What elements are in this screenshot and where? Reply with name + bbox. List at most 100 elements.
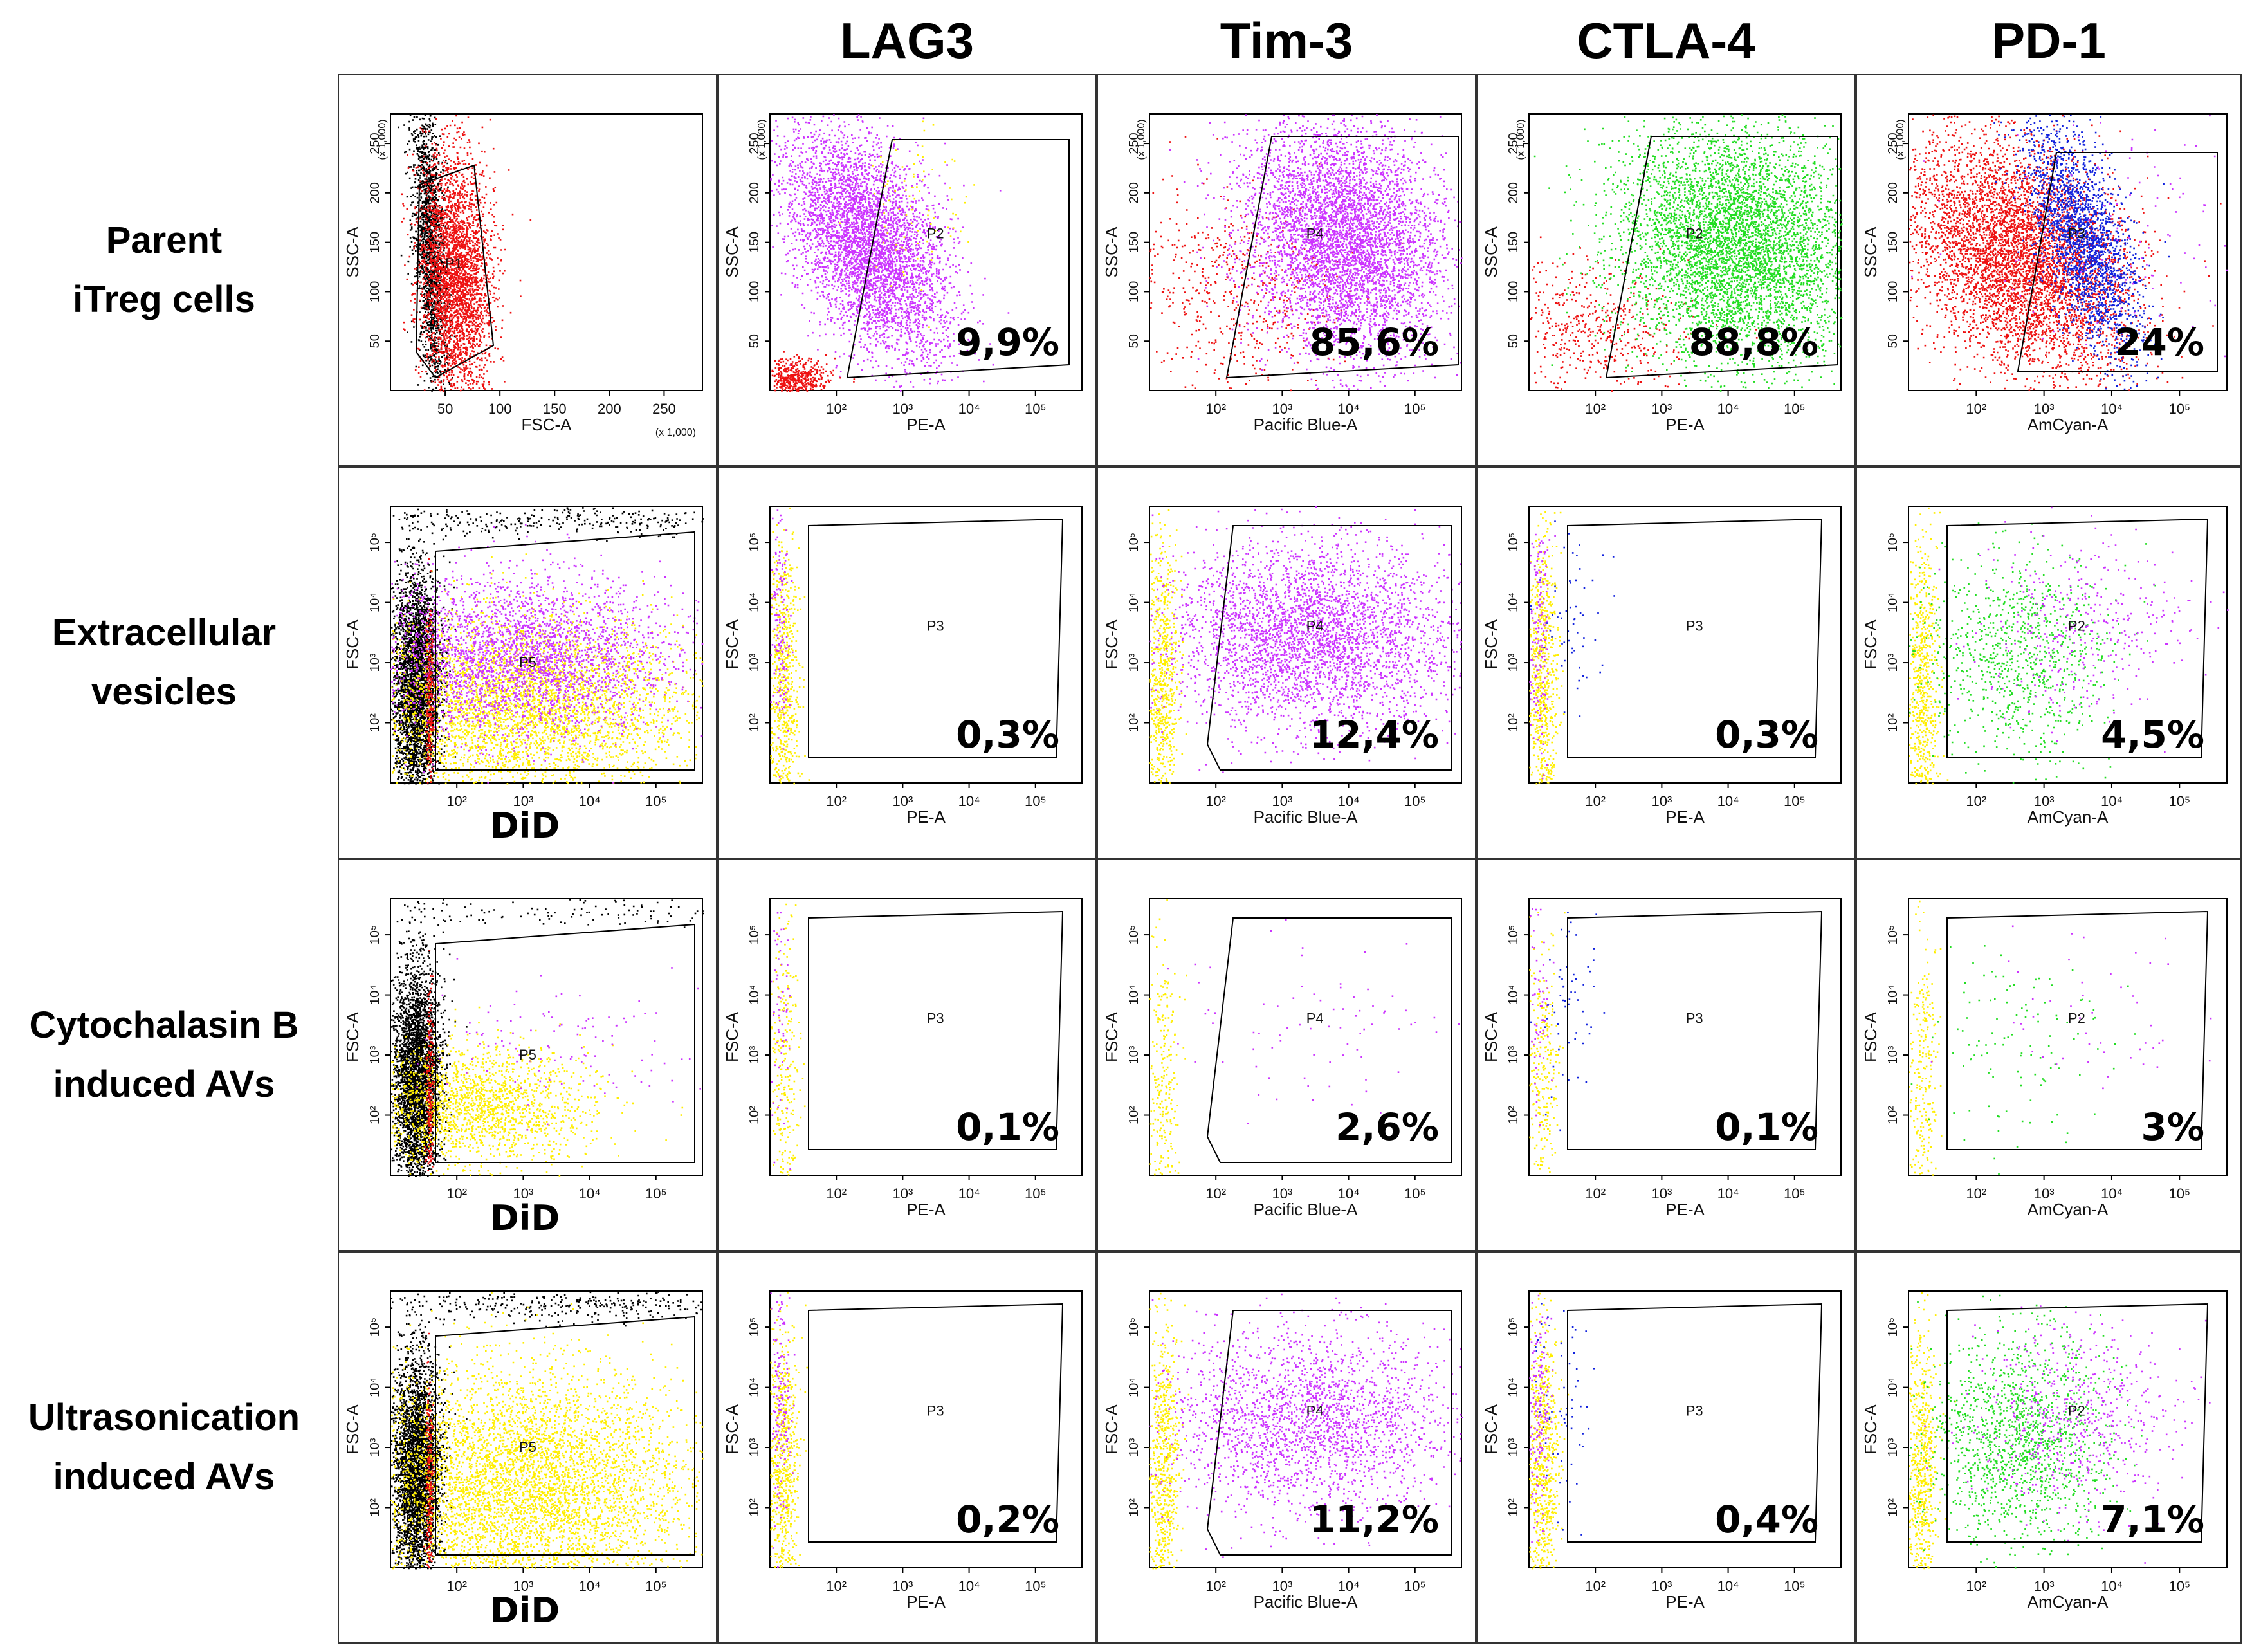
x-axis-label: PE-A	[906, 1592, 946, 1611]
y-tick-label: 10⁴	[1886, 592, 1900, 612]
gate-label: P3	[927, 618, 944, 634]
plot-frame	[1149, 898, 1462, 1176]
x-tick-label: 10²	[1966, 1578, 1986, 1594]
row-label-line: iTreg cells	[73, 279, 255, 320]
gate-polygon	[1946, 518, 2209, 758]
x-tick-label: 10²	[826, 1578, 847, 1594]
event-dots	[1529, 1292, 1595, 1570]
y-axis-label: FSC-A	[722, 619, 742, 670]
plot-frame	[1908, 113, 2228, 391]
y-tick-label: 50	[368, 334, 382, 348]
y-tick-label: 10⁵	[1506, 925, 1521, 945]
event-dots	[1149, 506, 1462, 784]
plot-panel-us-gate: 10² 10³ 10⁴ 10⁵ 10² 10³ 10⁴ 10⁵ FSC-A P5 DiD	[338, 1251, 717, 1644]
y-tick-label: 200	[1506, 182, 1521, 203]
row-label-us: Ultrasonication induced AVs	[0, 1251, 328, 1644]
gate-label: P4	[1306, 226, 1324, 242]
x-tick-label: 10³	[1272, 401, 1292, 417]
gate-polygon	[1206, 525, 1452, 771]
percent-label: 0,1%	[1715, 1105, 1818, 1149]
y-tick-label: 10³	[747, 1438, 762, 1456]
percent-label: 2,6%	[1335, 1105, 1439, 1149]
y-tick-label: 10³	[1886, 1438, 1900, 1456]
x-tick-label: 10⁵	[1025, 793, 1047, 809]
y-axis-label: FSC-A	[1481, 1404, 1501, 1455]
y-tick-label: 50	[1127, 334, 1141, 348]
y-axis-label: FSC-A	[343, 1011, 362, 1062]
x-tick-label: 10³	[1651, 1578, 1672, 1594]
row-label-line: induced AVs	[53, 1063, 275, 1105]
purple-events	[1530, 908, 1555, 1126]
plot-panel-us-lag3: 10² 10³ 10⁴ 10⁵ 10² 10³ 10⁴ 10⁵ PE-A FSC-A P3 0,2%	[717, 1251, 1097, 1644]
y-tick-label: 10⁵	[1886, 925, 1900, 945]
gate-polygon	[1567, 518, 1823, 758]
x-tick-label: 10⁴	[1717, 1578, 1739, 1594]
y-tick-label: 100	[1127, 281, 1141, 302]
row-label-line: Parent	[105, 219, 223, 261]
plot-svg: 10² 10³ 10⁴ 10⁵ 10² 10³ 10⁴ 10⁵ AmCyan-A FSC-A P2 7…	[1861, 1290, 2228, 1611]
gate-label: P4	[1306, 1403, 1324, 1419]
y-axis-label: FSC-A	[1481, 619, 1501, 670]
yellow-events	[1529, 511, 1565, 785]
x-tick-label: 10⁵	[2168, 1186, 2190, 1202]
y-tick-label: 10²	[368, 713, 382, 732]
x-axis-label: Pacific Blue-A	[1254, 1592, 1358, 1611]
y-tick-label: 150	[1506, 232, 1521, 253]
purple-events	[1169, 114, 1463, 390]
x-axis-label: AmCyan-A	[2028, 807, 2109, 827]
y-tick-label: 10³	[1506, 1438, 1521, 1456]
y-axis-label: FSC-A	[1102, 1404, 1121, 1455]
y-tick-label: 100	[1886, 281, 1900, 302]
x-tick-label: 10⁵	[2168, 401, 2190, 417]
x-tick-label: 10³	[892, 793, 913, 809]
y-scale-note: (x 1,000)	[1515, 119, 1526, 160]
column-header-lag3: LAG3	[839, 12, 975, 69]
y-tick-label: 150	[1886, 232, 1900, 253]
y-scale-note: (x 1,000)	[1136, 119, 1147, 160]
plot-panel-cytob-ctla4: 10² 10³ 10⁴ 10⁵ 10² 10³ 10⁴ 10⁵ PE-A FSC-A P3 0,1%	[1476, 859, 1856, 1251]
gate-polygon	[1567, 1303, 1823, 1543]
x-axis-label: PE-A	[906, 807, 946, 827]
x-tick-label: 10⁴	[2101, 793, 2123, 809]
gate-label: P5	[519, 1047, 536, 1063]
y-tick-label: 10⁴	[368, 592, 382, 612]
gate-polygon	[435, 1316, 695, 1556]
percent-label: 11,2%	[1310, 1498, 1439, 1541]
y-axis-label: FSC-A	[1861, 1011, 1880, 1062]
y-tick-label: 250	[1886, 133, 1900, 154]
y-tick-label: 10²	[747, 713, 762, 732]
plot-svg: 10² 10³ 10⁴ 10⁵ 10² 10³ 10⁴ 10⁵ PE-A FSC-A P3 0,1%	[1481, 898, 1842, 1219]
plot-frame	[390, 898, 703, 1176]
plot-svg: 10² 10³ 10⁴ 10⁵ 50 100 150 200 250 PE-A SSC-A (x 1,…	[1481, 113, 1843, 434]
y-tick-label: 10²	[747, 1498, 762, 1517]
gate-polygon	[1567, 910, 1823, 1150]
x-tick-label: 10⁴	[2101, 1186, 2123, 1202]
gate-label: P3	[2068, 226, 2085, 242]
column-header-pd1: PD-1	[1991, 12, 2106, 69]
percent-label: 85,6%	[1310, 320, 1439, 364]
y-tick-label: 10³	[1506, 653, 1521, 672]
x-axis-label: PE-A	[906, 415, 946, 434]
x-tick-label: 10⁵	[1025, 1578, 1047, 1594]
row-label-cytob: Cytochalasin B induced AVs	[0, 859, 328, 1251]
event-dots	[390, 507, 704, 785]
blue-events	[1993, 114, 2170, 390]
x-tick-label: 10⁵	[1404, 793, 1426, 809]
x-tick-label: 10²	[826, 1186, 847, 1202]
yellow-events	[1149, 1292, 1190, 1570]
y-axis-label: FSC-A	[1861, 619, 1880, 670]
percent-label: 3%	[2141, 1105, 2204, 1149]
y-tick-label: 10⁴	[1127, 592, 1141, 612]
y-axis-label: FSC-A	[722, 1404, 742, 1455]
x-tick-label: 10³	[1651, 1186, 1672, 1202]
y-tick-label: 150	[747, 232, 762, 253]
x-tick-label: 10⁴	[579, 1186, 601, 1202]
event-dots	[1529, 908, 1606, 1173]
y-tick-label: 10³	[368, 1438, 382, 1456]
y-tick-label: 10⁴	[747, 592, 762, 612]
did-axis-label: DiD	[490, 1590, 560, 1631]
y-tick-label: 50	[1886, 334, 1900, 348]
y-scale-note: (x 1,000)	[756, 119, 767, 160]
x-tick-label: 10³	[1651, 793, 1672, 809]
x-tick-label: 10³	[513, 793, 533, 809]
